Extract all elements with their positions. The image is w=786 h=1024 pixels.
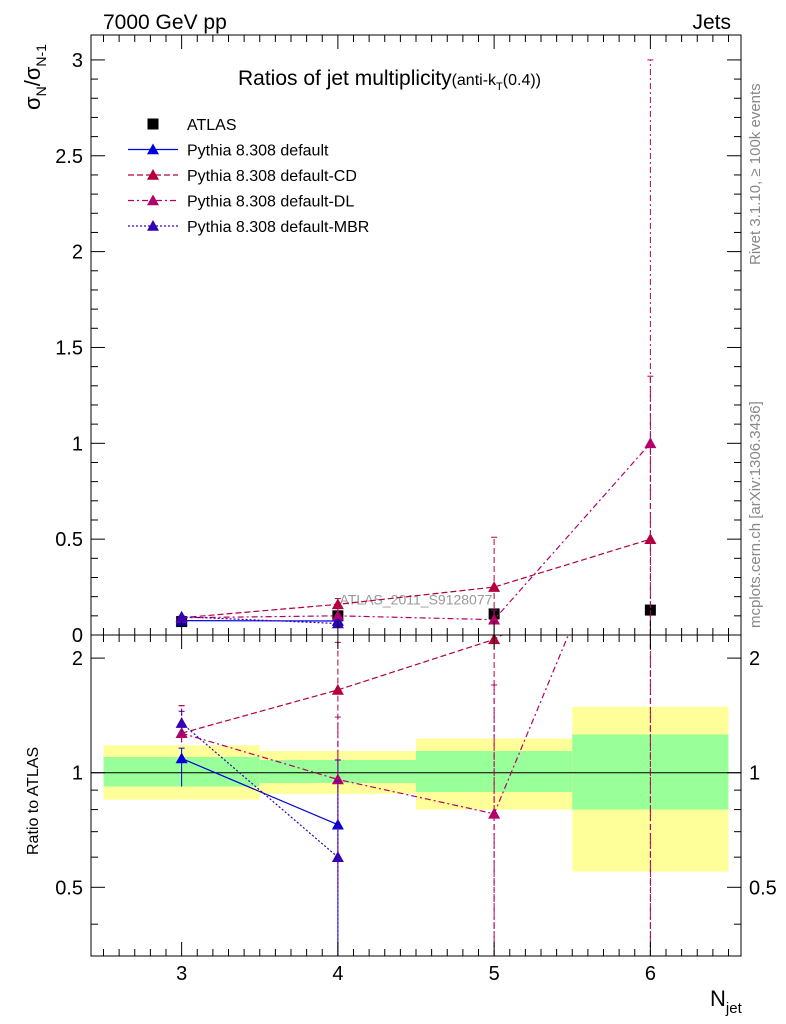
ratio-uncertainty-bands [91, 706, 741, 872]
ratio-y-tick-label: 0.5 [55, 877, 83, 899]
ratio-y-tick-label-right: 1 [749, 763, 760, 785]
main-series-point [644, 437, 657, 449]
main-y-tick-label: 1 [72, 433, 83, 455]
ratio-series-line [181, 757, 339, 826]
ratio-series-point [331, 683, 344, 695]
ratio-y-tick-label: 2 [72, 648, 83, 670]
legend-label: Pythia 8.308 default-DL [187, 194, 354, 211]
legend-marker-atlas [147, 118, 159, 130]
x-tick-label: 3 [176, 963, 187, 985]
main-y-axis-label: σN/σN-1 [20, 44, 49, 110]
ratio-y-tick-label-right: 0.5 [749, 877, 777, 899]
ratio-series-point [331, 818, 344, 830]
rivet-version-label: Rivet 3.1.10, ≥ 100k events [747, 83, 764, 265]
process-label: Jets [692, 11, 731, 34]
plot-title: Ratios of jet multiplicity(anti-kT(0.4)) [238, 67, 541, 93]
watermark-label: ATLAS_2011_S9128077 [340, 591, 493, 607]
ratio-series-point [175, 717, 188, 728]
x-tick-label: 5 [489, 963, 500, 985]
legend-label: ATLAS [187, 117, 237, 134]
x-tick-label: 4 [332, 963, 343, 985]
collision-label: 7000 GeV pp [103, 11, 227, 34]
main-y-tick-label: 0 [72, 625, 83, 647]
ratio-series-line [181, 634, 503, 734]
legend-label: Pythia 8.308 default [187, 143, 329, 160]
main-y-tick-label: 1.5 [55, 337, 83, 359]
ratio-series-point [175, 727, 188, 738]
legend-label: Pythia 8.308 default-CD [187, 168, 357, 185]
main-series-point [175, 610, 188, 622]
main-y-tick-label: 2.5 [55, 146, 83, 168]
mcplots-label: mcplots.cern.ch [arXiv:1306.3436] [747, 401, 764, 628]
ratio-series-point [175, 752, 188, 764]
ratio-y-tick-label-right: 2 [749, 648, 760, 670]
main-y-tick-label: 3 [72, 50, 83, 72]
ratio-y-tick-label: 1 [72, 763, 83, 785]
main-series-point [488, 613, 501, 625]
ratio-series-point [488, 807, 501, 819]
plot-frames: 0 0.5 1 1.5 2 2.5 3 3 4 5 6 0.5 0.5 1 1 2 2 [55, 34, 777, 985]
main-y-tick-label: 2 [72, 242, 83, 264]
x-axis-label: Njet [710, 986, 743, 1017]
legend: ATLAS Pythia 8.308 default Pythia 8.308 de… [128, 117, 369, 236]
main-y-tick-label: 0.5 [55, 529, 83, 551]
legend-marker [147, 143, 159, 155]
main-series-point [644, 533, 657, 544]
ratio-series-point [331, 851, 344, 862]
ratio-y-axis-label: Ratio to ATLAS [25, 747, 42, 855]
main-series-point [331, 609, 344, 621]
main-series-line [181, 538, 651, 619]
main-series-line [181, 442, 651, 621]
legend-marker [147, 169, 159, 180]
legend-marker [147, 194, 159, 206]
x-tick-label: 6 [645, 963, 656, 985]
ratio-series-line [181, 634, 569, 815]
ratio-panel [175, 633, 651, 956]
legend-marker [147, 220, 159, 231]
main-series-point [488, 581, 501, 592]
legend-label: Pythia 8.308 default-MBR [187, 219, 369, 236]
